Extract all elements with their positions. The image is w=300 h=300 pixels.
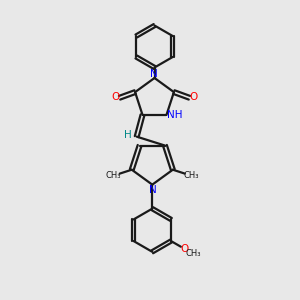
Text: CH₃: CH₃ bbox=[183, 171, 199, 180]
Text: O: O bbox=[190, 92, 198, 102]
Text: O: O bbox=[111, 92, 119, 102]
Text: NH: NH bbox=[167, 110, 183, 120]
Text: H: H bbox=[124, 130, 132, 140]
Text: CH₃: CH₃ bbox=[106, 171, 121, 180]
Text: N: N bbox=[149, 185, 157, 195]
Text: O: O bbox=[181, 244, 189, 254]
Text: CH₃: CH₃ bbox=[186, 249, 201, 258]
Text: N: N bbox=[150, 69, 158, 80]
